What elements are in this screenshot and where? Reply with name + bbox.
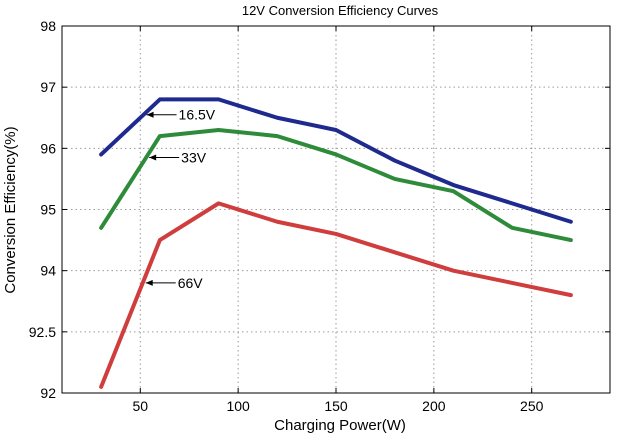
y-tick-label: 92 bbox=[40, 385, 56, 401]
y-tick-label: 96 bbox=[40, 140, 56, 156]
series-lines bbox=[99, 97, 573, 389]
x-tick-label: 150 bbox=[324, 398, 348, 414]
y-tick-label: 95 bbox=[40, 202, 56, 218]
y-tick-label: 94 bbox=[40, 263, 56, 279]
annotations: 16.5V 33V 66V bbox=[145, 107, 216, 291]
x-tick-label: 100 bbox=[226, 398, 250, 414]
annotation-label-16.5V: 16.5V bbox=[179, 107, 216, 123]
series-line-16.5V bbox=[99, 97, 573, 224]
annotation-arrowhead bbox=[146, 111, 154, 118]
annotation-arrowhead bbox=[149, 154, 157, 161]
axis-ticks: 50 100 150 200 250 92 92.5 94 95 96 97 98 bbox=[29, 18, 610, 414]
annotation-label-66V: 66V bbox=[178, 275, 204, 291]
x-tick-label: 50 bbox=[132, 398, 148, 414]
y-tick-label: 92.5 bbox=[29, 324, 56, 340]
y-tick-label: 97 bbox=[40, 79, 56, 95]
series-line-33V bbox=[99, 127, 573, 243]
x-tick-label: 200 bbox=[422, 398, 446, 414]
y-tick-label: 98 bbox=[40, 18, 56, 34]
y-axis-label: Conversion Efficiency(%) bbox=[2, 126, 19, 293]
series-line-66V bbox=[99, 201, 573, 389]
chart-title: 12V Conversion Efficiency Curves bbox=[242, 3, 439, 18]
annotation-label-33V: 33V bbox=[181, 150, 207, 166]
annotation-arrowhead bbox=[145, 279, 153, 286]
x-tick-label: 250 bbox=[520, 398, 544, 414]
x-axis-label: Charging Power(W) bbox=[274, 417, 406, 434]
